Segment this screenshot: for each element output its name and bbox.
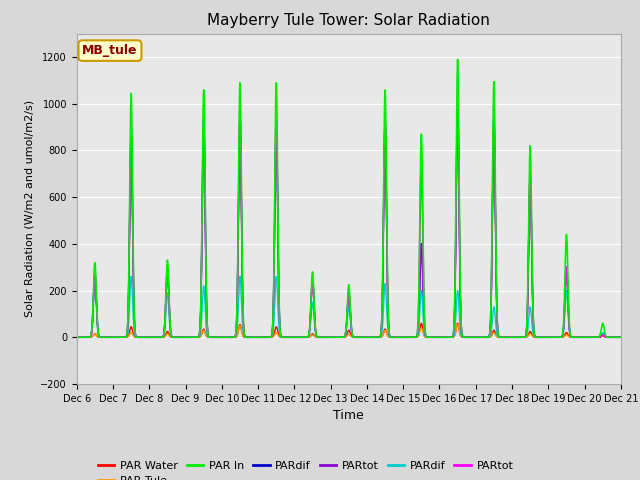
Text: MB_tule: MB_tule (82, 44, 138, 57)
Title: Mayberry Tule Tower: Solar Radiation: Mayberry Tule Tower: Solar Radiation (207, 13, 490, 28)
Y-axis label: Solar Radiation (W/m2 and umol/m2/s): Solar Radiation (W/m2 and umol/m2/s) (25, 100, 35, 317)
Legend: PAR Water, PAR Tule, PAR In, PARdif, PARtot, PARdif, PARtot: PAR Water, PAR Tule, PAR In, PARdif, PAR… (93, 456, 518, 480)
X-axis label: Time: Time (333, 409, 364, 422)
